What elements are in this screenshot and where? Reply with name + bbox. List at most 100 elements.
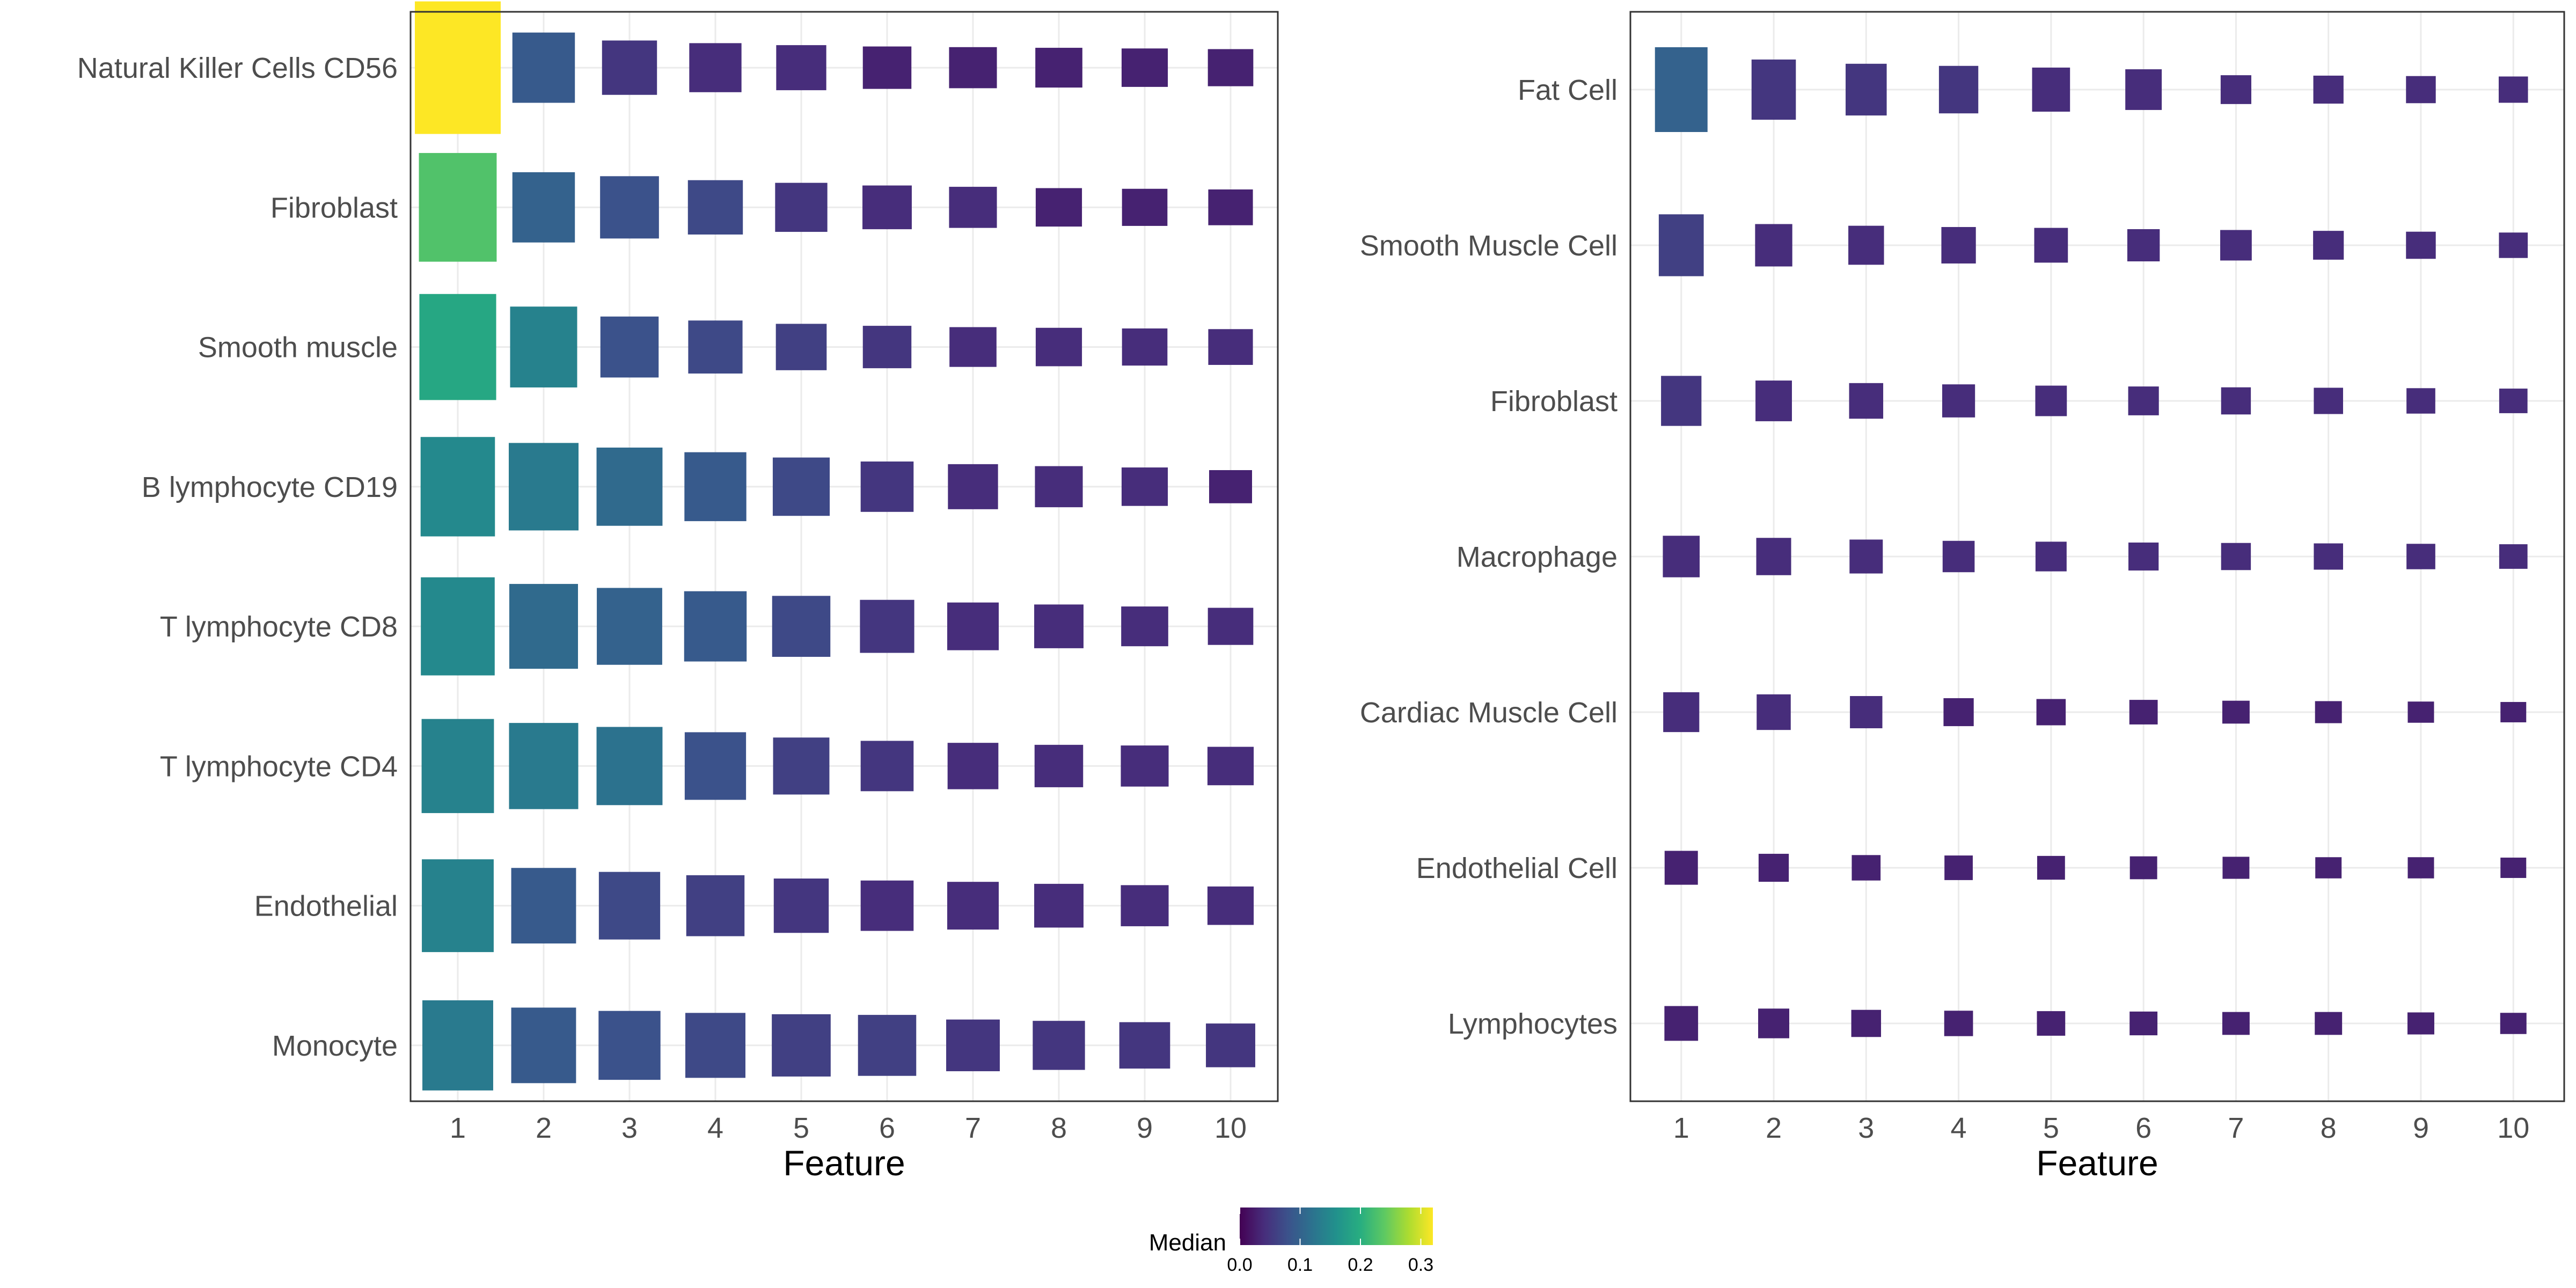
tile	[948, 464, 998, 509]
tile	[2125, 69, 2162, 110]
tile	[1655, 47, 1708, 132]
tile	[860, 461, 914, 512]
right-panel: Fat Cell Smooth Muscle Cell Fibroblast Macr…	[1360, 11, 2565, 1183]
x-tick-label: 10	[1214, 1112, 1247, 1144]
tile	[1664, 851, 1698, 885]
tile	[511, 1007, 576, 1084]
tile	[2129, 856, 2157, 880]
tile	[1206, 1023, 1255, 1067]
legend-tick-label: 0.3	[1408, 1255, 1433, 1275]
x-tick-label: 9	[1137, 1112, 1153, 1144]
tile	[2314, 543, 2343, 570]
tile	[510, 306, 577, 387]
tile	[2500, 1013, 2527, 1034]
tile	[1943, 698, 1974, 727]
x-tick-label: 10	[2497, 1112, 2529, 1144]
tile	[1758, 853, 1789, 882]
tile	[947, 602, 999, 650]
tile	[949, 47, 997, 89]
tile	[2221, 543, 2251, 570]
tile	[1121, 48, 1168, 87]
tile	[2034, 228, 2068, 263]
tile	[2499, 389, 2528, 413]
tile	[415, 1, 501, 134]
tile	[858, 1015, 917, 1076]
tile	[1757, 694, 1791, 730]
tile	[1849, 383, 1884, 419]
tile	[1033, 1021, 1085, 1070]
y-axis-label: T lymphocyte CD4	[160, 750, 398, 782]
tile	[1035, 188, 1082, 227]
tile	[421, 719, 494, 814]
colorbar	[1240, 1208, 1433, 1245]
tile	[2315, 701, 2342, 723]
tile	[2037, 1011, 2066, 1036]
right-y-axis-labels: Fat Cell Smooth Muscle Cell Fibroblast Macr…	[1360, 74, 1618, 1040]
tile	[1851, 855, 1881, 881]
tile	[2500, 702, 2527, 722]
y-axis-label: Fibroblast	[1490, 385, 1618, 418]
tile	[772, 457, 830, 516]
tile	[775, 324, 827, 370]
y-axis-label: Cardiac Muscle Cell	[1360, 697, 1618, 729]
tile	[946, 1019, 1000, 1072]
tile	[1209, 470, 1252, 503]
tile	[949, 187, 997, 228]
tile	[1851, 1009, 1882, 1037]
tile	[1850, 696, 1883, 729]
tile	[2407, 1012, 2434, 1035]
tile	[2128, 542, 2159, 571]
tile	[600, 176, 659, 239]
y-axis-label: Smooth Muscle Cell	[1360, 230, 1618, 262]
tile	[596, 727, 663, 806]
tile	[2314, 387, 2343, 414]
tile	[1034, 744, 1084, 787]
tile	[419, 153, 497, 262]
tile	[1208, 189, 1253, 225]
tile	[2222, 857, 2250, 879]
legend-title: Median	[1149, 1230, 1226, 1256]
tile	[1121, 606, 1168, 647]
tile	[1208, 329, 1253, 365]
tile	[1755, 380, 1792, 421]
tile	[685, 1013, 745, 1078]
tile	[1119, 1022, 1170, 1069]
tile	[1122, 188, 1168, 226]
tile	[860, 880, 914, 931]
tile	[1035, 466, 1083, 508]
tile	[512, 172, 575, 243]
left-tiles	[415, 1, 1255, 1091]
x-tick-label: 3	[1858, 1112, 1874, 1144]
left-x-axis-ticks: 1 2 3 4 5 6 7 8 9 10	[450, 1112, 1247, 1144]
tile	[2313, 231, 2344, 260]
tile	[862, 326, 912, 369]
left-panel-border	[409, 11, 1279, 1102]
tile	[2499, 544, 2528, 569]
tile	[422, 1000, 493, 1091]
tile	[1756, 538, 1791, 575]
tile	[2406, 388, 2435, 414]
tile	[1944, 855, 1973, 880]
x-tick-label: 8	[1051, 1112, 1067, 1144]
tile	[1121, 467, 1168, 506]
right-panel-border	[1629, 11, 2565, 1102]
tile	[1208, 49, 1254, 86]
tile	[684, 732, 747, 800]
x-tick-label: 6	[2135, 1112, 2151, 1144]
tile	[1944, 1011, 1973, 1036]
tile	[772, 596, 831, 657]
tile	[2315, 857, 2342, 879]
tile	[772, 1014, 831, 1077]
tile	[773, 737, 830, 795]
legend-tick-label: 0.1	[1287, 1255, 1313, 1275]
tile	[1661, 376, 1702, 426]
tile	[1848, 225, 1884, 265]
tile	[689, 43, 742, 92]
x-tick-label: 7	[2228, 1112, 2244, 1144]
tile	[1034, 604, 1084, 648]
tile	[2406, 231, 2436, 259]
tile	[2499, 232, 2528, 258]
right-tiles	[1655, 47, 2528, 1041]
y-axis-label: Endothelial Cell	[1416, 852, 1618, 884]
